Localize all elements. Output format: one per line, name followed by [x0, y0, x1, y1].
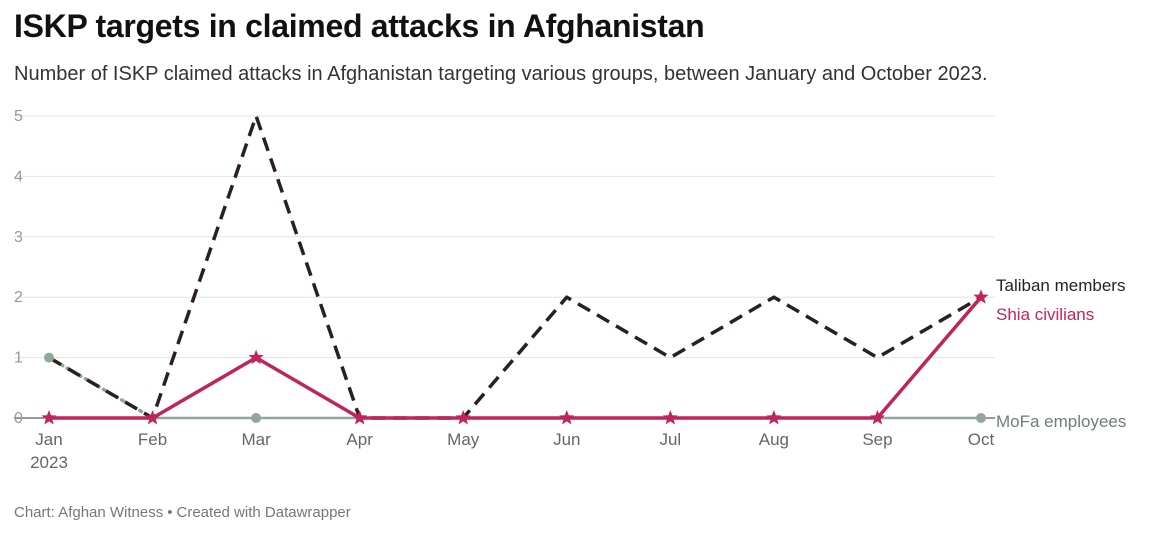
gridlines — [14, 115, 995, 419]
marker-mofa-employees — [976, 413, 986, 423]
y-tick-label: 1 — [14, 350, 23, 367]
line-chart: 0 1 2 3 4 5 Jan 2023 Feb Mar Apr May Jun Jul Aug Sep Oc… — [14, 108, 1126, 472]
x-tick-label-mar: Mar — [241, 430, 271, 449]
marker-shia-civilians — [352, 410, 368, 425]
chart-subtitle: Number of ISKP claimed attacks in Afghan… — [14, 63, 988, 85]
marker-shia-civilians — [662, 410, 678, 425]
chart-footer: Chart: Afghan Witness • Created with Dataw… — [14, 504, 351, 521]
marker-shia-civilians — [973, 289, 989, 304]
marker-shia-civilians — [869, 410, 886, 425]
x-axis: Jan 2023 Feb Mar Apr May Jun Jul Aug Sep Oct — [30, 430, 994, 472]
x-tick-label-aug: Aug — [759, 430, 789, 449]
series-label-taliban-members: Taliban members — [996, 276, 1125, 295]
y-axis: 0 1 2 3 4 5 — [14, 108, 23, 427]
marker-mofa-employees — [251, 413, 262, 423]
series-label-mofa-employees: MoFa employees — [996, 412, 1126, 431]
y-tick-label: 0 — [14, 410, 23, 427]
x-tick-label-jun: Jun — [553, 430, 580, 449]
marker-shia-civilians — [144, 410, 161, 425]
x-tick-label-sep: Sep — [862, 430, 892, 449]
chart-title: ISKP targets in claimed attacks in Afgha… — [14, 8, 705, 44]
series-line-taliban-members — [48, 114, 982, 420]
series-markers — [41, 289, 989, 425]
credit-note: Created with Datawrapper — [176, 504, 351, 521]
y-tick-label: 2 — [14, 289, 23, 306]
y-tick-label: 3 — [14, 229, 23, 246]
marker-shia-civilians — [41, 410, 57, 425]
x-tick-sublabel: 2023 — [30, 453, 68, 472]
series-lines — [47, 114, 983, 420]
marker-shia-civilians — [559, 410, 575, 425]
series-labels: Taliban members Shia civilians MoFa employ… — [996, 276, 1126, 431]
x-tick-label-jul: Jul — [659, 430, 681, 449]
footer-separator: • — [167, 504, 173, 521]
marker-shia-civilians — [248, 349, 264, 365]
series-label-shia-civilians: Shia civilians — [996, 305, 1094, 324]
y-tick-label: 5 — [14, 108, 23, 125]
x-tick-label-jan: Jan — [35, 430, 62, 449]
marker-mofa-employees — [44, 352, 54, 363]
source-note: Chart: Afghan Witness — [14, 504, 164, 521]
x-tick-label-apr: Apr — [346, 430, 373, 449]
x-tick-label-oct: Oct — [968, 430, 995, 449]
marker-shia-civilians — [455, 410, 471, 425]
x-tick-label-may: May — [447, 430, 480, 449]
series-line-shia-civilians — [49, 296, 983, 420]
y-tick-label: 4 — [14, 168, 23, 185]
x-tick-label-feb: Feb — [138, 430, 167, 449]
marker-shia-civilians — [766, 410, 782, 425]
